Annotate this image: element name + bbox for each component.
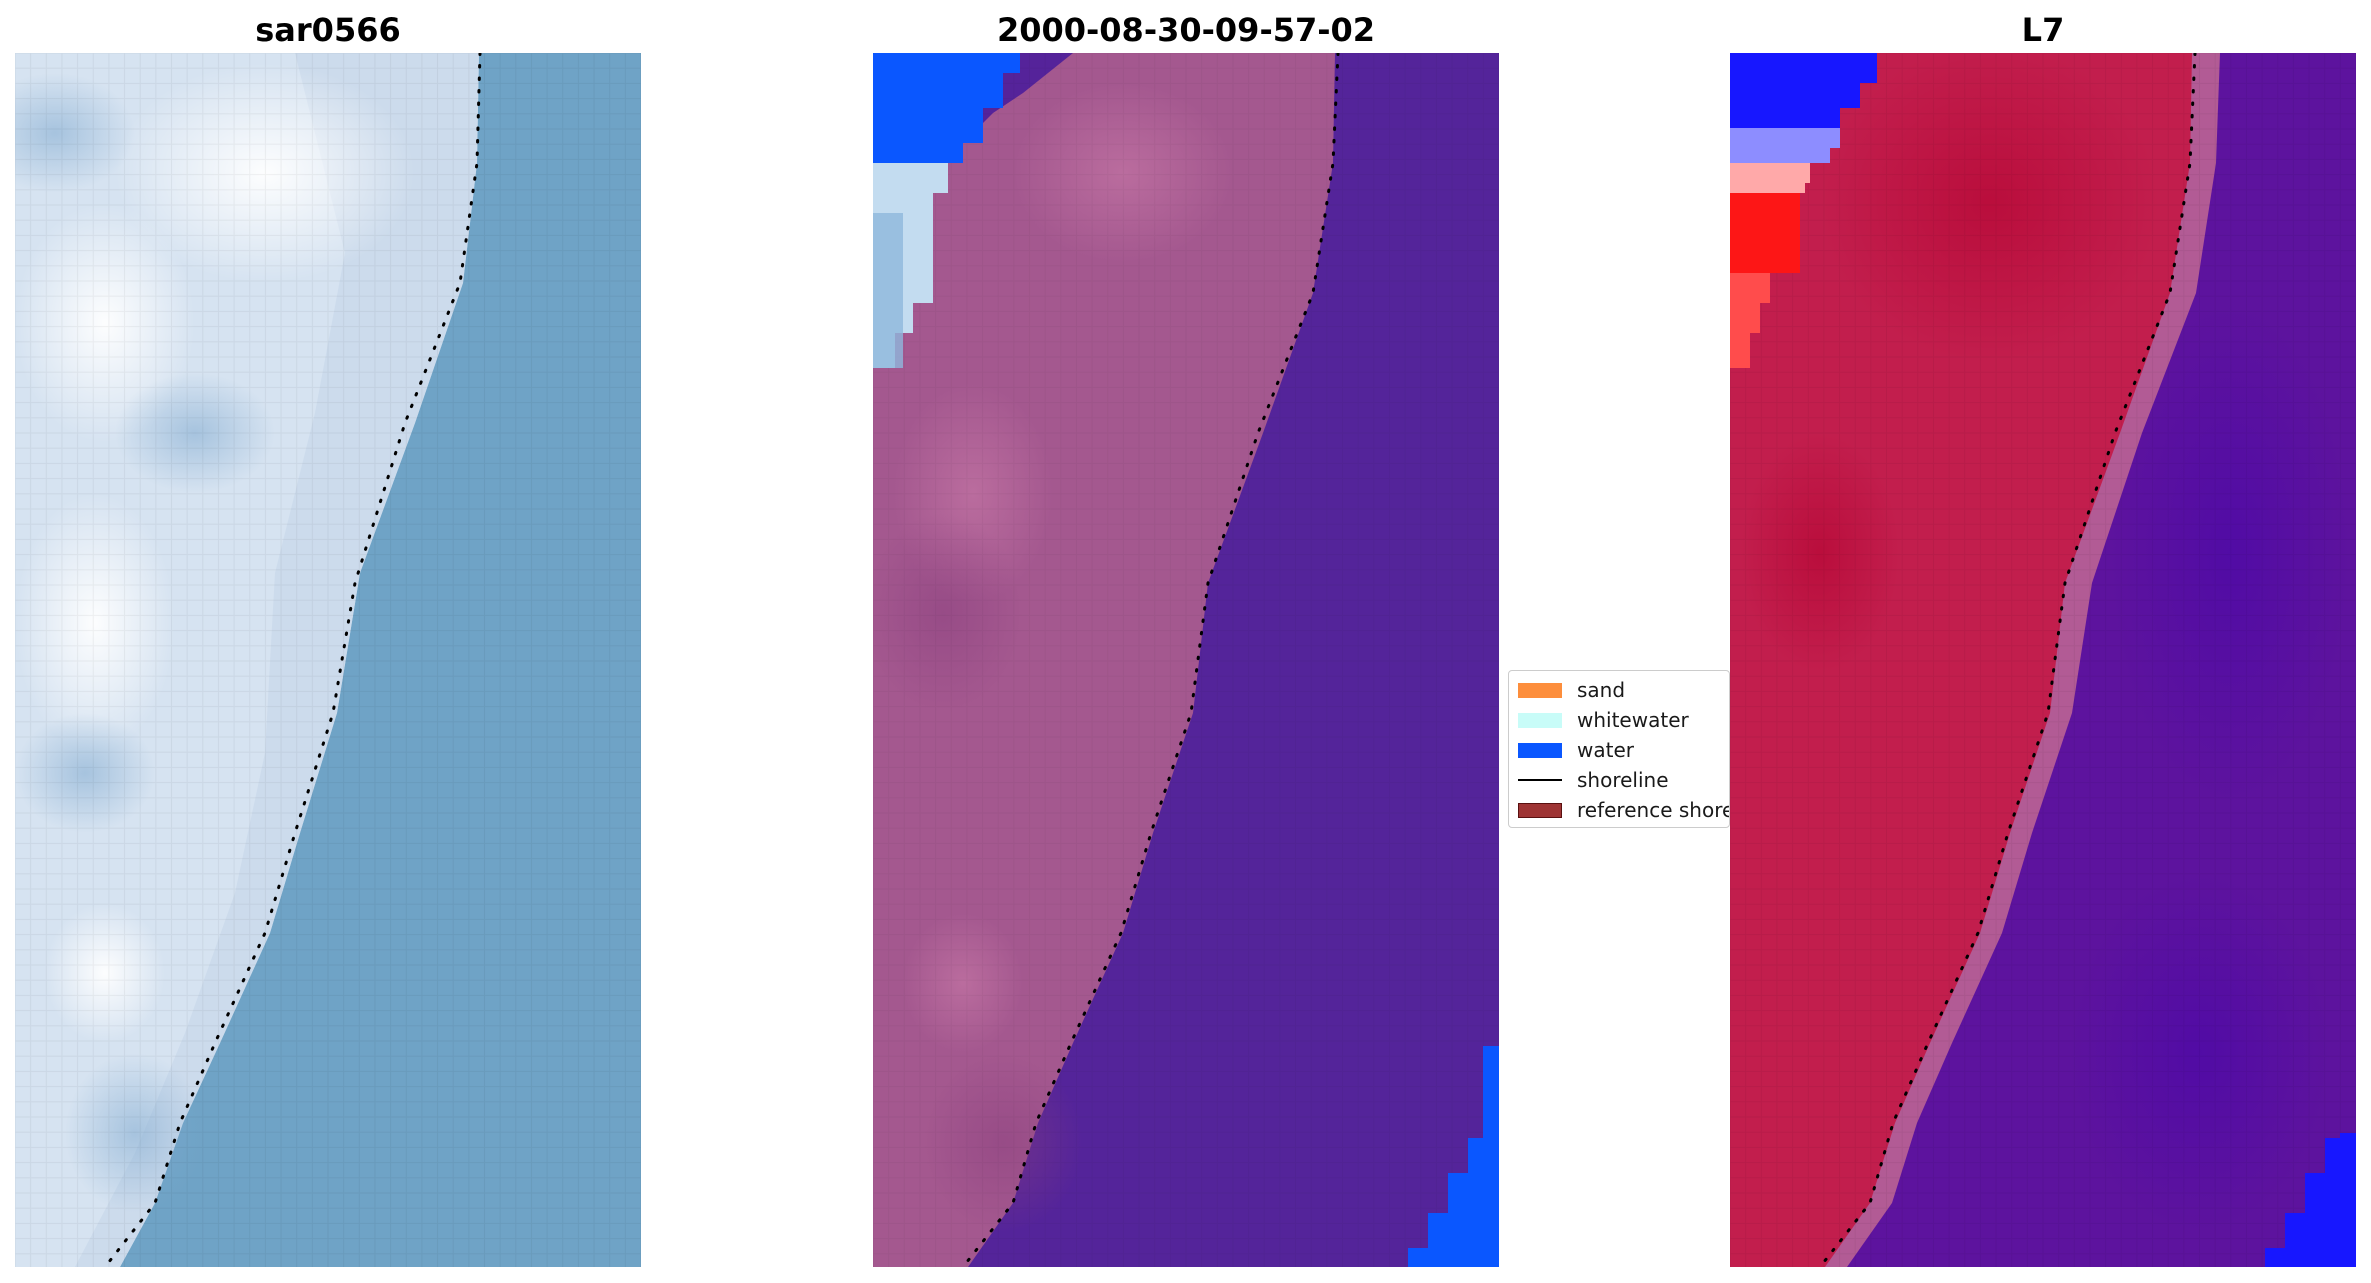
legend-item-sand: sand: [1509, 675, 1729, 705]
classified-water-bottom-right: [1408, 1046, 1499, 1267]
legend-item-water: water: [1509, 735, 1729, 765]
classified-water-top-left: [873, 53, 1020, 163]
index-blue-top-left: [1730, 53, 1877, 128]
legend-label-shoreline: shoreline: [1577, 768, 1669, 792]
legend-label-whitewater: whitewater: [1577, 708, 1689, 732]
legend-swatch-water: [1518, 743, 1562, 758]
rgb-shoreline: [103, 53, 482, 1267]
index-image: [1730, 53, 2356, 1267]
classified-image: [873, 53, 1499, 1267]
index-image-panel: [1730, 53, 2356, 1267]
legend-swatch-sand: [1518, 683, 1562, 698]
legend-swatch-reference-shoreline: [1518, 803, 1562, 818]
panel-title-index: L7: [2021, 11, 2065, 49]
legend: sand whitewater water shoreline referenc…: [1508, 670, 1730, 828]
panel-title-rgb: sar0566: [255, 11, 401, 49]
legend-item-shoreline: shoreline: [1509, 765, 1729, 795]
legend-label-sand: sand: [1577, 678, 1626, 702]
rgb-image: [15, 53, 641, 1267]
legend-item-reference-shoreline: reference shoreline: [1509, 795, 1729, 825]
legend-item-whitewater: whitewater: [1509, 705, 1729, 735]
rgb-image-panel: [15, 53, 641, 1267]
index-blue-bottom-right: [2265, 1133, 2356, 1267]
legend-label-reference-shoreline: reference shoreline: [1577, 798, 1729, 822]
panel-title-classified: 2000-08-30-09-57-02: [996, 11, 1376, 49]
classified-image-panel: [873, 53, 1499, 1267]
legend-line-shoreline: [1518, 779, 1562, 781]
legend-label-water: water: [1577, 738, 1634, 762]
legend-swatch-whitewater: [1518, 713, 1562, 728]
